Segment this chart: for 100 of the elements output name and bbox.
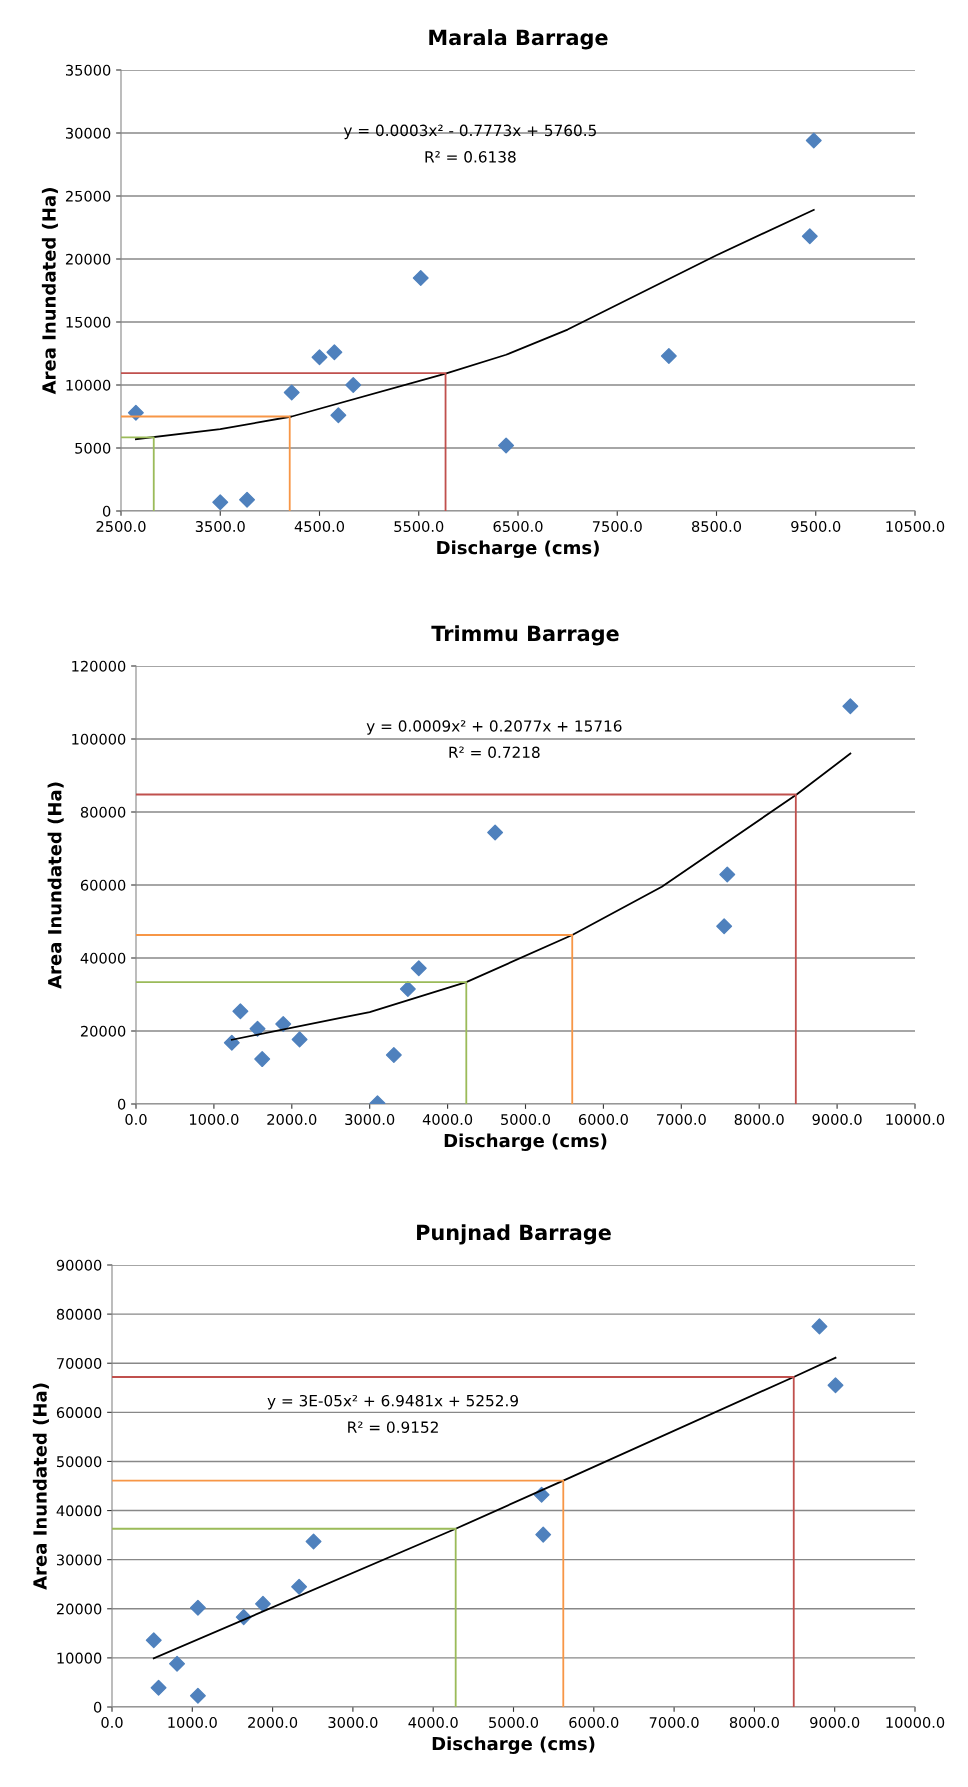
- x-tick-label: 1000.0: [168, 1716, 217, 1729]
- x-tick-label: 7500.0: [592, 520, 642, 533]
- x-tick-label: 3500.0: [195, 520, 245, 533]
- point: [189, 1599, 206, 1616]
- x-tick-label: 8000.0: [729, 1716, 779, 1729]
- y-tick-label: 60000: [56, 1407, 102, 1419]
- annotation: y = 0.0003x² - 0.7773x + 5760.5: [343, 124, 596, 140]
- y-tick-label: 15000: [66, 316, 111, 328]
- y-tick-label: 30000: [66, 127, 111, 139]
- point: [223, 1034, 240, 1051]
- x-tick-label: 6500.0: [493, 520, 543, 533]
- annotation: R² = 0.7218: [449, 746, 540, 759]
- annotation: y = 0.0009x² + 0.2077x + 15716: [366, 720, 622, 735]
- x-tick-label: 10000.0: [886, 1113, 945, 1126]
- x-tick-label: 6000.0: [578, 1113, 628, 1126]
- point: [291, 1031, 308, 1048]
- point: [305, 1533, 322, 1550]
- point: [275, 1016, 292, 1033]
- x-tick-label: 9000.0: [810, 1716, 860, 1729]
- x-tick-label: 5500.0: [394, 520, 444, 533]
- point: [827, 1377, 844, 1394]
- point: [535, 1526, 552, 1543]
- x-tick-label: 9000.0: [812, 1113, 862, 1126]
- chart-title: Marala Barrage: [429, 29, 608, 50]
- point: [345, 377, 362, 393]
- point: [326, 344, 343, 361]
- y-tick-label: 20000: [65, 253, 111, 265]
- y-tick-label: 10000: [57, 1652, 102, 1664]
- point: [410, 960, 427, 977]
- x-tick-label: 2000.0: [248, 1716, 298, 1729]
- annotation: y = 3E-05x² + 6.9481x + 5252.9: [267, 1394, 518, 1410]
- y-tick-label: 30000: [57, 1554, 102, 1566]
- point: [145, 1632, 162, 1649]
- y-tick-label: 60000: [80, 879, 126, 891]
- point: [232, 1003, 249, 1020]
- y-tick-label: 35000: [66, 64, 111, 76]
- point: [399, 981, 416, 998]
- x-tick-label: 8500.0: [691, 520, 742, 533]
- y-axis-title: Area Inundated (Ha): [41, 188, 58, 395]
- y-tick-label: 100000: [72, 733, 126, 745]
- chart-title: Punjnad Barrage: [417, 1224, 611, 1245]
- y-tick-label: 0: [93, 1701, 102, 1713]
- annotation: R² = 0.9152: [348, 1421, 438, 1433]
- y-tick-label: 20000: [80, 1025, 126, 1037]
- y-tick-label: 0: [117, 1098, 126, 1110]
- x-tick-label: 2000.0: [267, 1113, 317, 1126]
- point: [254, 1595, 271, 1612]
- point: [805, 132, 822, 149]
- x-axis-title: Discharge (cms): [437, 540, 599, 559]
- y-tick-label: 80000: [56, 1308, 102, 1320]
- y-tick-label: 40000: [80, 952, 126, 964]
- point: [254, 1051, 271, 1068]
- y-tick-label: 90000: [56, 1259, 102, 1271]
- y-tick-label: 0: [102, 505, 111, 517]
- x-tick-label: 4000.0: [422, 1113, 473, 1126]
- point: [719, 866, 736, 883]
- x-tick-label: 10500.0: [886, 520, 945, 533]
- x-tick-label: 5000.0: [489, 1716, 539, 1729]
- line-series: [134, 208, 815, 441]
- point: [811, 1318, 828, 1335]
- y-axis-title: Area Inundated (Ha): [32, 1383, 49, 1590]
- x-tick-label: 1000.0: [189, 1113, 239, 1126]
- point: [330, 407, 347, 424]
- point: [283, 384, 300, 401]
- x-tick-label: 4000.0: [408, 1716, 458, 1729]
- x-tick-label: 3000.0: [345, 1113, 395, 1126]
- line-series: [152, 1356, 837, 1660]
- y-tick-label: 120000: [72, 660, 126, 672]
- point: [212, 494, 229, 511]
- y-tick-label: 40000: [56, 1505, 102, 1517]
- point: [842, 698, 859, 715]
- point: [487, 824, 504, 841]
- y-tick-label: 5000: [75, 442, 111, 454]
- y-tick-label: 25000: [65, 190, 111, 202]
- y-tick-label: 10000: [66, 379, 111, 391]
- x-axis-title: Discharge (cms): [432, 1736, 595, 1755]
- point: [291, 1578, 308, 1595]
- y-axis-title: Area Inundated (Ha): [47, 782, 64, 989]
- point: [189, 1687, 206, 1704]
- point: [716, 918, 733, 935]
- x-tick-label: 9500.0: [791, 520, 841, 533]
- point: [239, 491, 256, 508]
- point: [801, 228, 818, 245]
- x-tick-label: 4500.0: [294, 520, 345, 533]
- point: [127, 404, 144, 421]
- x-axis-title: Discharge (cms): [444, 1133, 607, 1152]
- x-tick-label: 7000.0: [649, 1716, 699, 1729]
- y-tick-label: 20000: [56, 1603, 102, 1615]
- x-tick-label: 2500.0: [96, 520, 146, 533]
- point: [385, 1047, 402, 1064]
- point: [498, 437, 515, 454]
- x-tick-label: 0.0: [125, 1113, 147, 1126]
- x-tick-label: 5000.0: [501, 1113, 551, 1126]
- point: [660, 348, 677, 364]
- point: [150, 1679, 167, 1696]
- y-tick-label: 70000: [57, 1357, 102, 1369]
- x-tick-label: 6000.0: [569, 1716, 619, 1729]
- annotation: R² = 0.6138: [425, 151, 516, 163]
- x-tick-label: 0.0: [101, 1716, 123, 1729]
- point: [412, 269, 429, 286]
